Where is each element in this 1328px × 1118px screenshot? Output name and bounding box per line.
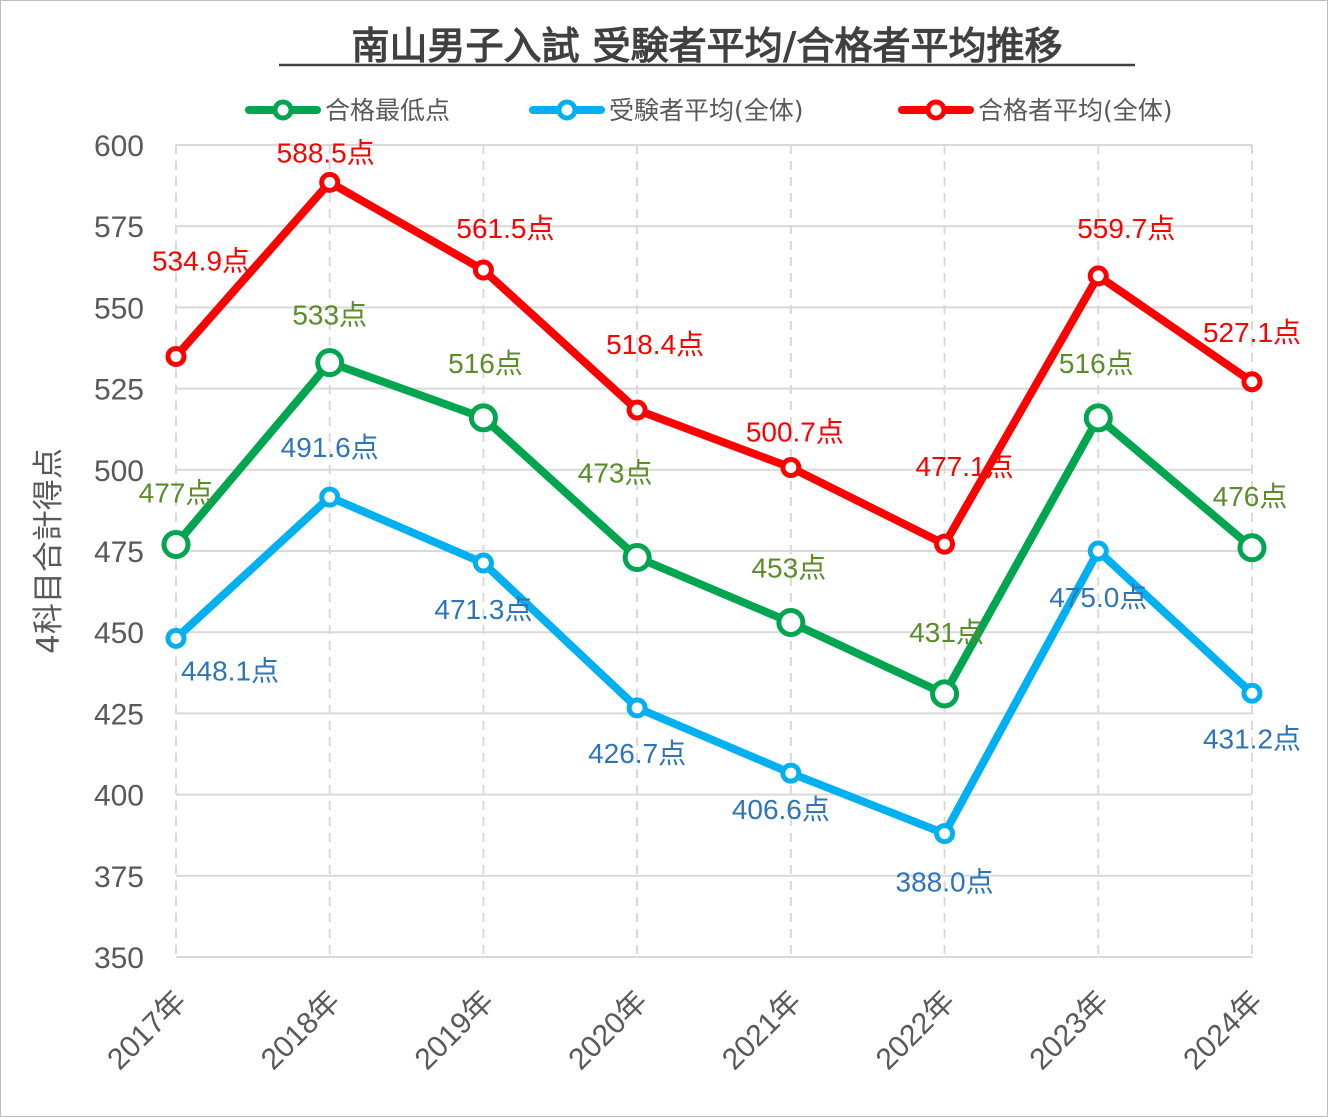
data-point-1 bbox=[780, 762, 802, 784]
y-tick-label: 425 bbox=[94, 698, 144, 731]
data-point-0 bbox=[468, 403, 498, 433]
y-tick-label: 350 bbox=[94, 942, 144, 975]
data-point-0 bbox=[315, 348, 345, 378]
data-point-1 bbox=[1241, 682, 1263, 704]
y-axis-ticks: 350 375 400 425 450 475 500 525 550 575 600 bbox=[94, 130, 144, 975]
data-point-2 bbox=[1241, 371, 1263, 393]
data-label: 527.1点 bbox=[1203, 317, 1301, 348]
x-tick-label: 2022年 bbox=[870, 985, 962, 1077]
legend-marker bbox=[925, 99, 947, 121]
series-layer bbox=[161, 171, 1267, 845]
data-point-0 bbox=[161, 530, 191, 560]
x-tick-label: 2019年 bbox=[409, 985, 501, 1077]
data-point-1 bbox=[319, 486, 341, 508]
y-tick-label: 400 bbox=[94, 780, 144, 813]
x-tick-label: 2021年 bbox=[716, 985, 808, 1077]
data-label: 476点 bbox=[1213, 481, 1288, 512]
data-point-1 bbox=[934, 823, 956, 845]
data-label: 500.7点 bbox=[746, 417, 844, 448]
data-label: 561.5点 bbox=[456, 213, 554, 244]
data-point-0 bbox=[930, 679, 960, 709]
data-point-2 bbox=[934, 533, 956, 555]
data-label: 518.4点 bbox=[606, 329, 704, 360]
data-label: 426.7点 bbox=[588, 738, 686, 769]
data-point-1 bbox=[1087, 540, 1109, 562]
y-tick-label: 575 bbox=[94, 211, 144, 244]
x-tick-label: 2018年 bbox=[255, 985, 347, 1077]
data-label: 491.6点 bbox=[281, 432, 379, 463]
data-labels-layer: 477点 533点 516点 473点 453点 431点 516点 476点 448.1点 49… bbox=[139, 137, 1301, 897]
x-tick-label: 2020年 bbox=[562, 985, 654, 1077]
legend-marker bbox=[272, 99, 294, 121]
data-point-0 bbox=[622, 542, 652, 572]
data-label: 431点 bbox=[909, 617, 984, 648]
data-label: 516点 bbox=[448, 348, 523, 379]
legend-label: 受験者平均(全体) bbox=[609, 96, 804, 125]
x-tick-label: 2017年 bbox=[101, 985, 193, 1077]
data-label: 475.0点 bbox=[1049, 582, 1147, 613]
legend-marker bbox=[556, 99, 578, 121]
y-axis-label: 4科目合計得点 bbox=[31, 448, 67, 654]
grid-lines bbox=[175, 144, 1253, 958]
data-point-2 bbox=[1087, 265, 1109, 287]
data-point-0 bbox=[776, 607, 806, 637]
data-label: 477.1点 bbox=[916, 451, 1014, 482]
y-tick-label: 450 bbox=[94, 617, 144, 650]
series-line-2 bbox=[172, 178, 1256, 549]
data-label: 516点 bbox=[1059, 348, 1134, 379]
data-label: 533点 bbox=[292, 300, 367, 331]
data-label: 559.7点 bbox=[1077, 213, 1175, 244]
y-tick-label: 525 bbox=[94, 374, 144, 407]
data-point-2 bbox=[472, 259, 494, 281]
y-tick-label: 550 bbox=[94, 292, 144, 325]
legend-label: 合格者平均(全体) bbox=[978, 96, 1173, 125]
y-tick-label: 600 bbox=[94, 130, 144, 163]
data-point-1 bbox=[472, 552, 494, 574]
data-label: 477点 bbox=[139, 478, 214, 509]
data-label: 534.9点 bbox=[152, 245, 250, 276]
y-tick-label: 375 bbox=[94, 861, 144, 894]
series-line-1 bbox=[172, 493, 1256, 838]
data-label: 431.2点 bbox=[1203, 723, 1301, 754]
data-label: 471.3点 bbox=[434, 594, 532, 625]
series-line-0 bbox=[172, 358, 1256, 698]
chart-title: 南山男子入試 受験者平均/合格者平均推移 bbox=[351, 24, 1062, 68]
data-label: 588.5点 bbox=[277, 137, 375, 168]
x-axis-ticks: 2017年 2018年 2019年 2020年 2021年 2022年 2023年 2024年 bbox=[101, 985, 1269, 1077]
legend-label: 合格最低点 bbox=[325, 96, 450, 125]
data-point-0 bbox=[1237, 533, 1267, 563]
data-label: 448.1点 bbox=[181, 655, 279, 686]
x-tick-label: 2023年 bbox=[1023, 985, 1115, 1077]
data-point-2 bbox=[319, 171, 341, 193]
data-point-2 bbox=[780, 457, 802, 479]
data-label: 388.0点 bbox=[896, 867, 994, 898]
data-label: 473点 bbox=[578, 457, 653, 488]
data-point-0 bbox=[1083, 403, 1113, 433]
chart-legend: 合格最低点 受験者平均(全体) 合格者平均(全体) bbox=[245, 96, 1173, 125]
y-tick-label: 475 bbox=[94, 536, 144, 569]
data-point-1 bbox=[165, 627, 187, 649]
y-tick-label: 500 bbox=[94, 455, 144, 488]
data-label: 453点 bbox=[751, 552, 826, 583]
data-point-1 bbox=[626, 697, 648, 719]
x-tick-label: 2024年 bbox=[1177, 985, 1269, 1077]
data-point-2 bbox=[626, 399, 648, 421]
data-label: 406.6点 bbox=[732, 794, 830, 825]
data-point-2 bbox=[165, 345, 187, 367]
